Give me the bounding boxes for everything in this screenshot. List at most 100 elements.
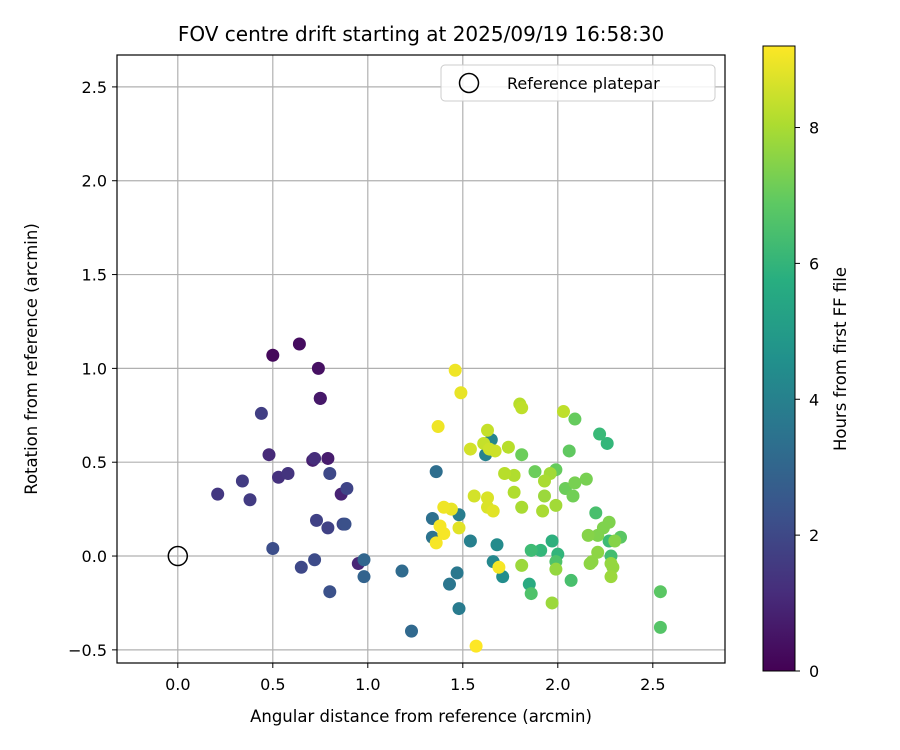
data-point [545, 596, 559, 610]
data-point [292, 337, 306, 351]
data-point [524, 543, 538, 557]
data-point [488, 444, 502, 458]
x-tick-label: 2.5 [640, 675, 665, 694]
data-point [443, 577, 456, 591]
data-point [323, 466, 337, 480]
data-point [448, 363, 462, 377]
data-point [515, 401, 529, 415]
y-axis-label: Rotation from reference (arcmin) [22, 223, 41, 495]
colorbar-tick-label: 6 [809, 254, 819, 273]
data-point [281, 466, 295, 480]
data-point [549, 562, 563, 576]
legend-label: Reference platepar [507, 74, 660, 93]
data-point [405, 624, 418, 638]
data-point [266, 542, 280, 556]
colorbar-tick-label: 8 [809, 119, 819, 138]
data-point [564, 573, 578, 587]
data-point [262, 448, 276, 462]
data-point [437, 500, 451, 514]
data-point [591, 528, 605, 542]
colorbar-gradient [762, 45, 796, 672]
legend: Reference platepar [440, 64, 716, 102]
data-point [490, 538, 504, 552]
data-point [294, 560, 308, 574]
data-point [429, 465, 443, 479]
data-point [452, 521, 466, 535]
data-point [568, 476, 582, 490]
data-point [266, 348, 280, 362]
data-point [515, 500, 529, 514]
data-point [538, 474, 551, 488]
reference-marker [167, 545, 189, 567]
data-point [463, 534, 477, 548]
x-tick-label: 1.0 [355, 675, 380, 694]
data-point [557, 405, 570, 419]
data-point [515, 558, 529, 572]
colorbar-tick-label: 2 [809, 526, 819, 545]
data-point [469, 639, 483, 653]
data-point [602, 515, 616, 529]
data-point [549, 498, 563, 512]
data-point [538, 489, 551, 503]
colorbar-tick-label: 0 [809, 662, 819, 681]
data-point [308, 553, 322, 567]
x-tick-label: 0.5 [260, 675, 285, 694]
data-point [524, 587, 538, 601]
data-point [321, 521, 335, 535]
chart-title: FOV centre drift starting at 2025/09/19 … [178, 22, 664, 46]
data-point [589, 506, 603, 520]
data-point [653, 620, 667, 634]
data-point [311, 361, 325, 375]
grid-lines [117, 55, 725, 663]
data-point [211, 487, 225, 501]
data-point [313, 391, 327, 405]
data-point [507, 485, 521, 499]
data-point [481, 491, 494, 505]
data-point [604, 570, 618, 584]
data-point [437, 527, 451, 541]
data-point [608, 534, 622, 548]
data-point [450, 566, 464, 580]
data-point [568, 412, 582, 426]
data-point [515, 448, 529, 462]
data-point [340, 481, 354, 495]
data-point [243, 493, 257, 507]
data-point [235, 474, 249, 488]
data-point [431, 420, 445, 434]
data-point [357, 570, 371, 584]
data-point [467, 489, 481, 503]
data-point [254, 406, 268, 420]
y-tick-label: 1.5 [82, 266, 107, 285]
data-point [579, 472, 593, 486]
data-point [534, 543, 548, 557]
colorbar-tick-label: 4 [809, 390, 819, 409]
data-point [338, 517, 352, 531]
data-point [308, 451, 322, 465]
data-point [562, 444, 576, 458]
y-tick-label: 1.0 [82, 359, 107, 378]
data-point [545, 534, 559, 548]
data-point [501, 440, 515, 454]
data-point [492, 560, 506, 574]
legend-marker-icon [458, 72, 480, 94]
colorbar-ticks: 0 2 4 6 8 [795, 119, 819, 681]
x-axis-ticks: 0.0 0.5 1.0 1.5 2.0 2.5 [165, 663, 666, 694]
data-point [429, 536, 443, 550]
data-point [600, 436, 614, 450]
legend-box [440, 64, 716, 102]
data-point [593, 427, 607, 441]
data-point [581, 528, 595, 542]
data-point [454, 386, 468, 400]
data-point [481, 423, 494, 437]
y-tick-label: 2.0 [82, 172, 107, 191]
data-point [395, 564, 409, 578]
y-axis-ticks: −0.5 0.0 0.5 1.0 1.5 2.0 2.5 [68, 78, 117, 660]
data-point [566, 489, 580, 503]
data-point [357, 553, 371, 567]
data-point [486, 504, 500, 518]
data-point [463, 442, 477, 456]
data-point [452, 602, 466, 616]
y-tick-label: 0.0 [82, 547, 107, 566]
colorbar: 0 2 4 6 8 Hours from first FF file [762, 45, 850, 681]
